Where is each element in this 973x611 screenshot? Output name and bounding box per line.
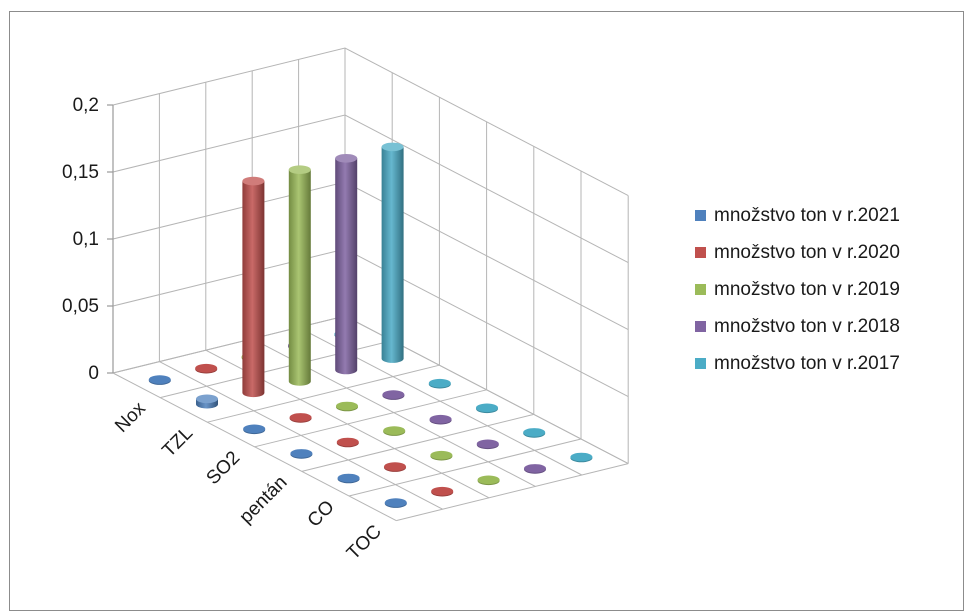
bar-CO-2 <box>430 450 453 461</box>
category-label: CO <box>304 497 339 532</box>
cylinder-top <box>384 462 406 471</box>
legend-swatch <box>695 321 706 332</box>
cylinder-top <box>289 413 312 422</box>
cylinder-top <box>336 437 359 447</box>
floor-gridline <box>348 438 582 497</box>
cylinder-top <box>196 394 218 404</box>
bar-pentán-3 <box>429 414 452 425</box>
bar-TOC-1 <box>431 486 454 497</box>
bar-pentán-0 <box>290 449 313 459</box>
cylinder-top <box>288 165 311 174</box>
cylinder-top <box>242 176 265 186</box>
gridline <box>112 114 629 264</box>
cylinder-top <box>384 498 407 507</box>
bar-TZL-3 <box>335 153 358 375</box>
cylinder-top <box>428 378 451 388</box>
legend-label: množstvo ton v r.2017 <box>714 353 900 374</box>
bar-pentán-4 <box>476 403 498 414</box>
bar-SO2-4 <box>428 378 451 389</box>
y-tick-label: 0 <box>88 363 99 384</box>
floor-gridline <box>207 364 440 423</box>
bar-TOC-2 <box>477 475 500 486</box>
bar-TOC-0 <box>384 498 407 508</box>
bar-TZL-0 <box>196 394 218 409</box>
cylinder-body <box>381 146 404 363</box>
bar-CO-3 <box>476 439 499 450</box>
floor-gridline <box>254 389 487 448</box>
bar-pentán-2 <box>383 426 406 436</box>
legend-swatch <box>695 247 706 258</box>
category-label: TZL <box>158 423 197 462</box>
floor-gridline <box>159 361 443 510</box>
cylinder-top <box>523 428 546 437</box>
gridline <box>112 181 629 331</box>
bar-Nox-1 <box>195 363 218 374</box>
legend-label: množstvo ton v r.2021 <box>714 205 900 226</box>
cylinder-top <box>383 426 406 435</box>
cylinder-top <box>429 414 452 424</box>
cylinder-top <box>431 486 454 496</box>
y-tick-label: 0,15 <box>62 162 99 183</box>
cylinder-top <box>476 439 499 449</box>
cylinder-top <box>335 153 358 163</box>
cylinder-top <box>570 452 593 462</box>
bar-SO2-3 <box>382 390 405 400</box>
floor-gridline <box>301 413 534 472</box>
legend-swatch <box>695 284 706 295</box>
legend-swatch <box>695 210 706 221</box>
cylinder-top <box>476 403 498 413</box>
bar-CO-4 <box>523 428 546 438</box>
y-tick-label: 0,1 <box>73 229 99 250</box>
category-label: TOC <box>343 521 386 564</box>
y-tick-label: 0,2 <box>73 95 99 116</box>
cylinder-top <box>337 473 360 483</box>
cylinder-top <box>195 363 218 373</box>
cylinder-body <box>335 158 358 375</box>
y-axis-tick-labels: 0 0,05 0,1 0,15 0,2 <box>62 95 113 384</box>
bar-pentán-1 <box>336 437 359 448</box>
bar-SO2-2 <box>336 401 358 412</box>
floor-gridline <box>396 463 629 522</box>
bar-TZL-1 <box>242 176 265 398</box>
cylinder-top <box>524 464 546 473</box>
category-label: pentán <box>236 472 292 528</box>
legend: množstvo ton v r.2021 množstvo ton v r.20… <box>695 205 900 374</box>
legend-label: množstvo ton v r.2018 <box>714 316 900 337</box>
chart-marks <box>148 142 593 508</box>
cylinder-top <box>477 475 500 485</box>
cylinder-top <box>382 390 405 399</box>
category-label: SO2 <box>203 447 245 489</box>
legend-swatch <box>695 358 706 369</box>
bar-SO2-1 <box>289 413 312 423</box>
cylinder-top <box>381 142 404 152</box>
legend-label: množstvo ton v r.2019 <box>714 279 900 300</box>
y-tick-label: 0,05 <box>62 296 99 317</box>
bar-CO-1 <box>384 462 406 472</box>
gridline <box>112 47 629 197</box>
gridline <box>112 248 629 398</box>
cylinder-body <box>288 169 311 386</box>
floor-gridline <box>112 372 397 522</box>
bar-CO-0 <box>337 473 360 484</box>
bar-TOC-3 <box>524 464 546 474</box>
cylinder-top <box>336 401 358 411</box>
bar-TZL-4 <box>381 142 404 363</box>
legend-label: množstvo ton v r.2020 <box>714 242 900 263</box>
bar-Nox-0 <box>148 375 171 385</box>
bar-TOC-4 <box>570 452 593 463</box>
cylinder-body <box>242 181 265 398</box>
cylinder-top <box>243 424 266 434</box>
chart-walls <box>112 47 629 522</box>
bar-TZL-2 <box>288 165 311 386</box>
cylinder-top <box>290 449 313 458</box>
floor-gridline <box>160 340 393 399</box>
category-label: Nox <box>111 398 150 437</box>
bar-SO2-0 <box>243 424 266 435</box>
cylinder-top <box>430 450 453 460</box>
cylinder-top <box>148 375 171 384</box>
